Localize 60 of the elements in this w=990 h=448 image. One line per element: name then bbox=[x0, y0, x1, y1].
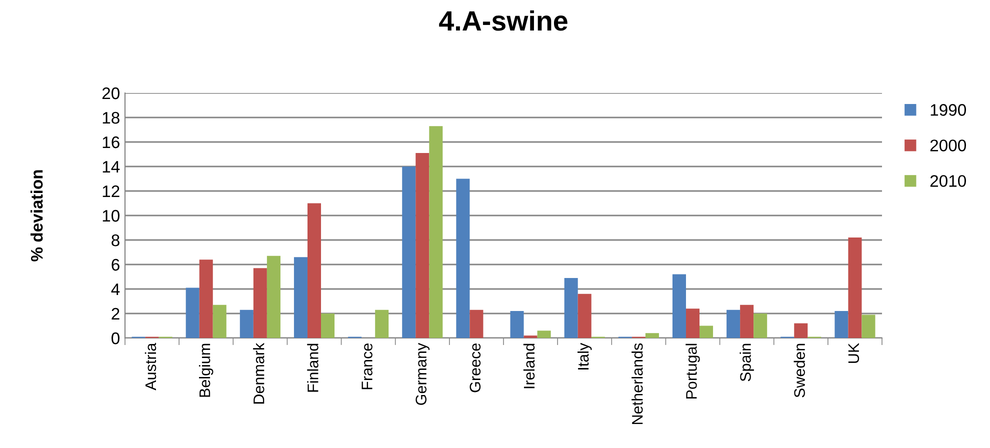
bar bbox=[794, 323, 808, 338]
bar bbox=[186, 288, 200, 338]
x-tick-label: Italy bbox=[577, 342, 592, 370]
x-tick-label: Sweden bbox=[794, 344, 805, 398]
bar bbox=[834, 311, 848, 338]
x-tick-label: Finland bbox=[307, 344, 318, 392]
bar bbox=[456, 178, 470, 338]
y-tick-label: 10 bbox=[102, 210, 120, 222]
bar bbox=[199, 260, 213, 338]
y-tick-label: 0 bbox=[112, 332, 120, 344]
bar bbox=[212, 304, 226, 338]
bar bbox=[672, 274, 686, 338]
bar bbox=[848, 238, 862, 338]
legend-label: 2010 bbox=[930, 175, 966, 187]
bar bbox=[578, 294, 592, 338]
bar bbox=[402, 166, 416, 338]
bar bbox=[754, 314, 768, 338]
bar bbox=[537, 330, 551, 338]
bar bbox=[470, 310, 484, 338]
x-tick-label: Ireland bbox=[523, 344, 535, 388]
y-tick-label: 14 bbox=[102, 161, 120, 173]
y-tick-label: 12 bbox=[102, 185, 120, 198]
x-tick-label: Greece bbox=[470, 344, 481, 392]
y-tick-label: 4 bbox=[111, 284, 120, 296]
y-tick-label: 6 bbox=[112, 258, 120, 271]
x-tick-label: France bbox=[362, 344, 372, 390]
bar bbox=[564, 278, 578, 338]
bar bbox=[416, 153, 430, 338]
y-axis-title: % deviation bbox=[30, 170, 43, 262]
y-tick-label: 16 bbox=[102, 136, 120, 148]
bar bbox=[375, 310, 389, 338]
x-tick-label: Belgium bbox=[198, 344, 214, 397]
x-tick-label: Netherlands bbox=[632, 343, 643, 424]
bar bbox=[266, 256, 280, 338]
bar bbox=[862, 314, 876, 338]
y-tick-label: 20 bbox=[102, 87, 120, 100]
bar bbox=[686, 308, 700, 338]
bar bbox=[240, 310, 254, 338]
bar bbox=[726, 310, 740, 338]
legend-label: 1990 bbox=[930, 104, 966, 116]
chart-title: 4.A-swine bbox=[439, 10, 568, 31]
bar bbox=[700, 326, 714, 338]
y-tick-label: 8 bbox=[112, 234, 120, 246]
legend-label: 2000 bbox=[930, 140, 966, 152]
bar bbox=[294, 257, 308, 338]
bar bbox=[740, 304, 754, 338]
bar bbox=[510, 311, 524, 338]
x-tick-label: Portugal bbox=[686, 344, 700, 399]
x-tick-label: Spain bbox=[740, 344, 754, 382]
bar bbox=[307, 203, 322, 338]
bar bbox=[645, 333, 659, 338]
x-tick-label: Austria bbox=[144, 342, 156, 390]
x-tick-label: UK bbox=[848, 343, 860, 363]
bar bbox=[253, 268, 267, 338]
bar bbox=[429, 126, 443, 338]
x-tick-label: Germany bbox=[416, 342, 430, 405]
y-tick-label: 18 bbox=[102, 112, 120, 124]
y-tick-label: 2 bbox=[112, 308, 120, 320]
bar bbox=[321, 314, 335, 338]
x-tick-label: Denmark bbox=[253, 342, 264, 404]
